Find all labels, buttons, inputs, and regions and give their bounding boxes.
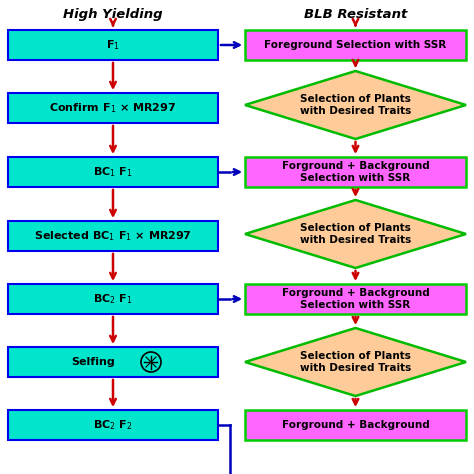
Text: Selection of Plants
with Desired Traits: Selection of Plants with Desired Traits: [300, 351, 411, 373]
Text: F$_1$: F$_1$: [106, 38, 120, 52]
Polygon shape: [245, 200, 466, 268]
Text: Forground + Background: Forground + Background: [282, 420, 429, 430]
Text: Forground + Background
Selection with SSR: Forground + Background Selection with SS…: [282, 161, 429, 183]
Text: Selection of Plants
with Desired Traits: Selection of Plants with Desired Traits: [300, 223, 411, 245]
Polygon shape: [245, 328, 466, 396]
Bar: [8, 284, 218, 314]
Text: BLB Resistant: BLB Resistant: [304, 8, 407, 21]
Bar: [8, 93, 218, 123]
Polygon shape: [245, 71, 466, 139]
Bar: [245, 30, 466, 60]
Text: Foreground Selection with SSR: Foreground Selection with SSR: [264, 40, 447, 50]
Text: Selfing: Selfing: [71, 357, 115, 367]
Bar: [245, 157, 466, 187]
Text: BC$_2$ F$_2$: BC$_2$ F$_2$: [93, 418, 133, 432]
Bar: [8, 410, 218, 440]
Text: Confirm F$_1$ × MR297: Confirm F$_1$ × MR297: [49, 101, 176, 115]
Bar: [8, 347, 218, 377]
Text: High Yielding: High Yielding: [63, 8, 163, 21]
Text: Selection of Plants
with Desired Traits: Selection of Plants with Desired Traits: [300, 94, 411, 116]
Bar: [8, 157, 218, 187]
Text: BC$_1$ F$_1$: BC$_1$ F$_1$: [93, 165, 133, 179]
Text: BC$_2$ F$_1$: BC$_2$ F$_1$: [93, 292, 133, 306]
Text: Forground + Background
Selection with SSR: Forground + Background Selection with SS…: [282, 288, 429, 310]
Bar: [8, 30, 218, 60]
Bar: [8, 221, 218, 251]
Text: Selected BC$_1$ F$_1$ × MR297: Selected BC$_1$ F$_1$ × MR297: [34, 229, 192, 243]
Bar: [245, 284, 466, 314]
Bar: [245, 410, 466, 440]
